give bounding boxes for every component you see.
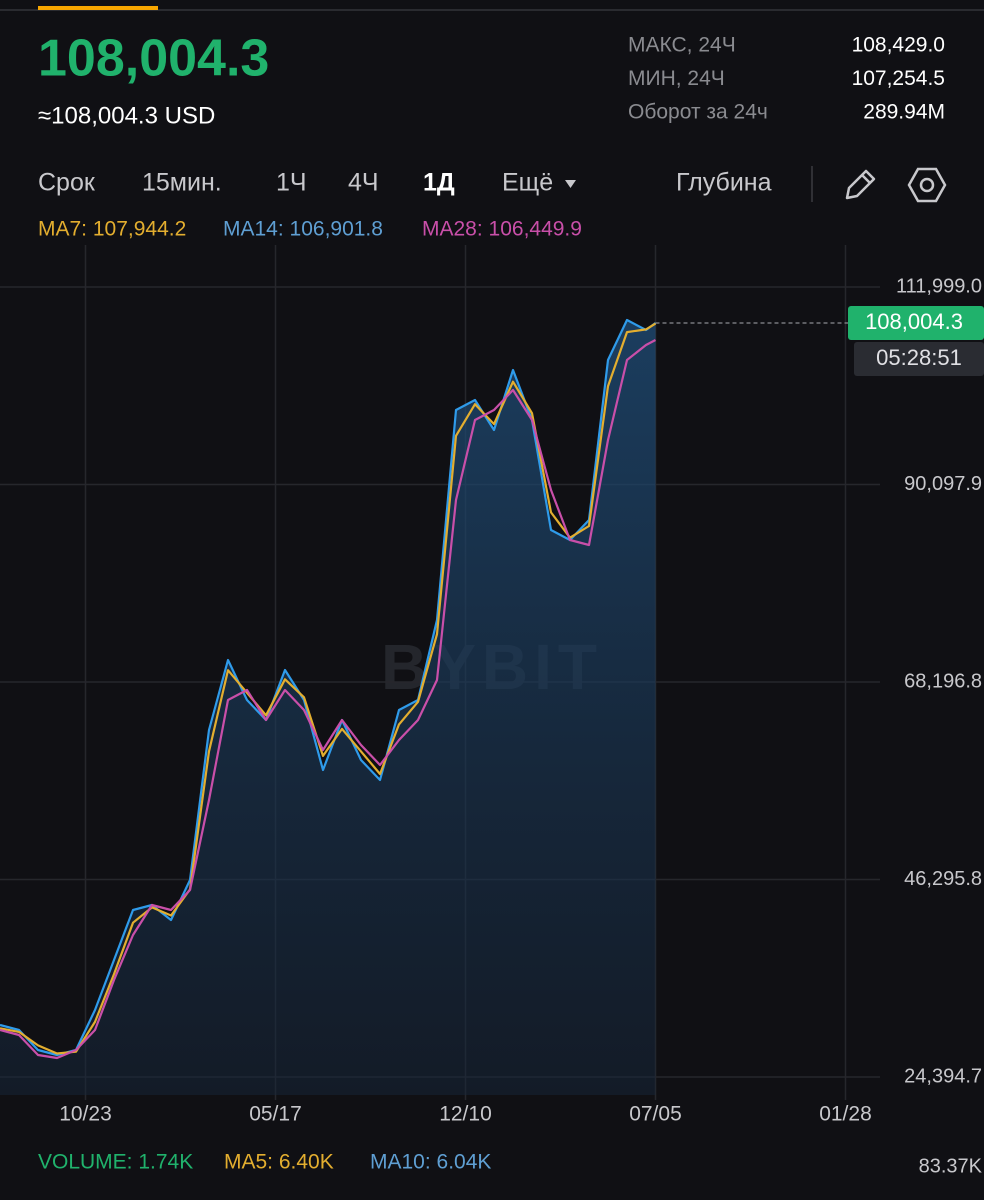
price-usd: ≈108,004.3 USD [38, 102, 215, 129]
stat-label: МИН, 24Ч [628, 67, 725, 90]
active-tab-indicator [38, 6, 158, 10]
interval-tab[interactable]: 1Д [423, 169, 455, 197]
draw-tool-button[interactable] [845, 169, 876, 200]
stat-label: Оборот за 24ч [628, 101, 768, 124]
stat-label: МАКС, 24Ч [628, 34, 736, 57]
settings-icon [907, 167, 947, 203]
price-area [0, 320, 656, 1095]
more-caret [565, 180, 576, 188]
volume-axis-label: 83.37K [919, 1155, 983, 1177]
x-tick-label: 10/23 [59, 1103, 112, 1126]
interval-tab[interactable]: 4Ч [348, 169, 379, 197]
interval-tab[interactable]: Срок [38, 169, 96, 197]
settings-icon-center [919, 177, 935, 193]
depth-tab[interactable]: Глубина [676, 169, 772, 197]
series-group [0, 318, 657, 1095]
series-line [0, 322, 657, 1055]
interval-tab[interactable]: 15мин. [142, 169, 222, 197]
y-tick-label: 46,295.8 [904, 868, 982, 890]
volume-indicator: MA5: 6.40K [224, 1151, 334, 1174]
interval-tab[interactable]: 1Ч [276, 169, 307, 197]
ma-indicator: MA28: 106,449.9 [422, 218, 582, 241]
x-tick-label: 01/28 [819, 1103, 872, 1126]
series-line [0, 339, 657, 1060]
volume-indicator: VOLUME: 1.74K [38, 1151, 193, 1174]
last-price-box [848, 306, 984, 341]
x-tick-label: 07/05 [629, 1103, 682, 1126]
y-tick-label: 68,196.8 [904, 670, 982, 692]
ma-indicator: MA14: 106,901.8 [223, 218, 383, 241]
interval-tab[interactable]: Ещё [502, 169, 553, 197]
last-price: 108,004.3 [38, 30, 269, 88]
pencil-icon [845, 169, 876, 200]
y-tick-label: 111,999.0 [896, 275, 982, 297]
stat-value: 108,429.0 [852, 34, 945, 57]
x-tick-label: 12/10 [439, 1103, 492, 1126]
stat-value: 107,254.5 [852, 67, 945, 90]
settings-button[interactable] [907, 167, 947, 203]
stat-value: 289.94M [863, 101, 945, 124]
ma-indicator: MA7: 107,944.2 [38, 218, 186, 241]
y-tick-label: 90,097.9 [904, 473, 982, 495]
last-price-label: 108,004.3 [865, 309, 963, 334]
countdown-label: 05:28:51 [876, 345, 962, 370]
volume-indicator: MA10: 6.04K [370, 1151, 491, 1174]
y-tick-label: 24,394.7 [904, 1065, 982, 1087]
countdown-box [854, 342, 984, 377]
series-line [0, 318, 657, 1057]
x-tick-label: 05/17 [249, 1103, 302, 1126]
